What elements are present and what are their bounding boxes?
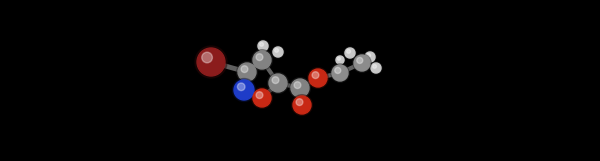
Circle shape [347, 49, 350, 53]
Circle shape [296, 99, 303, 106]
Circle shape [335, 67, 341, 73]
Circle shape [241, 66, 248, 73]
Circle shape [272, 46, 284, 58]
Circle shape [233, 79, 256, 101]
Circle shape [364, 51, 376, 63]
Circle shape [336, 56, 344, 64]
Circle shape [353, 54, 371, 72]
Circle shape [371, 63, 381, 73]
Circle shape [253, 89, 271, 107]
Circle shape [272, 77, 279, 84]
Circle shape [293, 96, 311, 114]
Circle shape [345, 48, 355, 58]
Circle shape [332, 65, 348, 81]
Circle shape [236, 62, 257, 82]
Circle shape [292, 95, 313, 115]
Circle shape [337, 57, 340, 60]
Circle shape [367, 53, 371, 57]
Circle shape [202, 52, 212, 63]
Circle shape [335, 55, 344, 65]
Circle shape [256, 92, 263, 99]
Circle shape [260, 43, 263, 46]
Circle shape [268, 73, 289, 93]
Circle shape [308, 68, 328, 88]
Circle shape [331, 64, 349, 82]
Circle shape [251, 50, 272, 70]
Circle shape [195, 46, 227, 78]
Circle shape [291, 79, 309, 97]
Circle shape [269, 74, 287, 92]
Circle shape [373, 65, 377, 68]
Circle shape [357, 57, 363, 63]
Circle shape [275, 48, 278, 52]
Circle shape [238, 83, 245, 91]
Circle shape [273, 47, 283, 57]
Circle shape [354, 55, 370, 71]
Circle shape [294, 82, 301, 89]
Circle shape [253, 51, 271, 69]
Circle shape [256, 54, 263, 61]
Circle shape [312, 72, 319, 79]
Circle shape [290, 78, 310, 98]
Circle shape [309, 69, 327, 87]
Circle shape [365, 52, 375, 62]
Circle shape [257, 40, 269, 52]
Circle shape [344, 47, 356, 59]
Circle shape [258, 41, 268, 51]
Circle shape [238, 63, 256, 81]
Circle shape [370, 62, 382, 74]
Circle shape [234, 80, 254, 100]
Circle shape [251, 88, 272, 108]
Circle shape [197, 48, 225, 76]
